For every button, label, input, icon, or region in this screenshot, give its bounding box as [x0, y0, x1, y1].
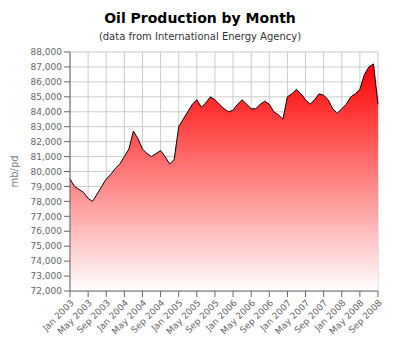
svg-text:77,000: 77,000 — [31, 212, 63, 222]
svg-text:Sep 2006: Sep 2006 — [237, 297, 276, 336]
svg-text:74,000: 74,000 — [31, 256, 63, 266]
svg-text:Sep 2004: Sep 2004 — [129, 297, 167, 336]
svg-text:May 2005: May 2005 — [164, 297, 203, 337]
svg-text:83,000: 83,000 — [31, 122, 63, 132]
svg-text:Sep 2007: Sep 2007 — [292, 297, 330, 336]
html-text:(data from International Energ: (data from International Energy Agency) — [98, 31, 302, 42]
svg-text:72,000: 72,000 — [31, 286, 63, 296]
svg-text:Jan 2004: Jan 2004 — [95, 297, 131, 333]
svg-text:87,000: 87,000 — [31, 62, 63, 72]
svg-text:May 2007: May 2007 — [273, 297, 312, 337]
svg-text:Jan 2005: Jan 2005 — [149, 297, 185, 333]
svg-text:May 2008: May 2008 — [327, 297, 366, 337]
svg-text:81,000: 81,000 — [31, 152, 63, 162]
svg-text:Sep 2008: Sep 2008 — [347, 298, 384, 335]
svg-text:85,000: 85,000 — [31, 92, 63, 102]
svg-text:May 2003: May 2003 — [55, 297, 95, 337]
svg-text:Sep 2005: Sep 2005 — [183, 297, 221, 336]
svg-text:86,000: 86,000 — [31, 77, 63, 87]
svg-text:76,000: 76,000 — [31, 226, 63, 236]
svg-text:73,000: 73,000 — [31, 271, 63, 281]
svg-text:Jan 2003: Jan 2003 — [40, 297, 76, 333]
svg-text:78,000: 78,000 — [31, 197, 63, 207]
svg-text:88,000: 88,000 — [31, 47, 63, 57]
svg-text:80,000: 80,000 — [31, 167, 63, 177]
svg-text:84,000: 84,000 — [31, 107, 63, 117]
svg-text:mb/pd: mb/pd — [9, 155, 20, 187]
svg-text:75,000: 75,000 — [31, 241, 63, 251]
svg-text:May 2006: May 2006 — [218, 297, 258, 337]
svg-text:May 2004: May 2004 — [110, 297, 149, 337]
svg-text:Jan 2008: Jan 2008 — [312, 297, 348, 333]
svg-text:Sep 2003: Sep 2003 — [74, 297, 113, 336]
svg-text:Jan 2007: Jan 2007 — [258, 297, 294, 333]
svg-text:Jan 2006: Jan 2006 — [203, 297, 239, 333]
html-text:Oil Production by Month: Oil Production by Month — [104, 10, 296, 26]
svg-text:82,000: 82,000 — [31, 137, 63, 147]
svg-text:79,000: 79,000 — [31, 182, 63, 192]
